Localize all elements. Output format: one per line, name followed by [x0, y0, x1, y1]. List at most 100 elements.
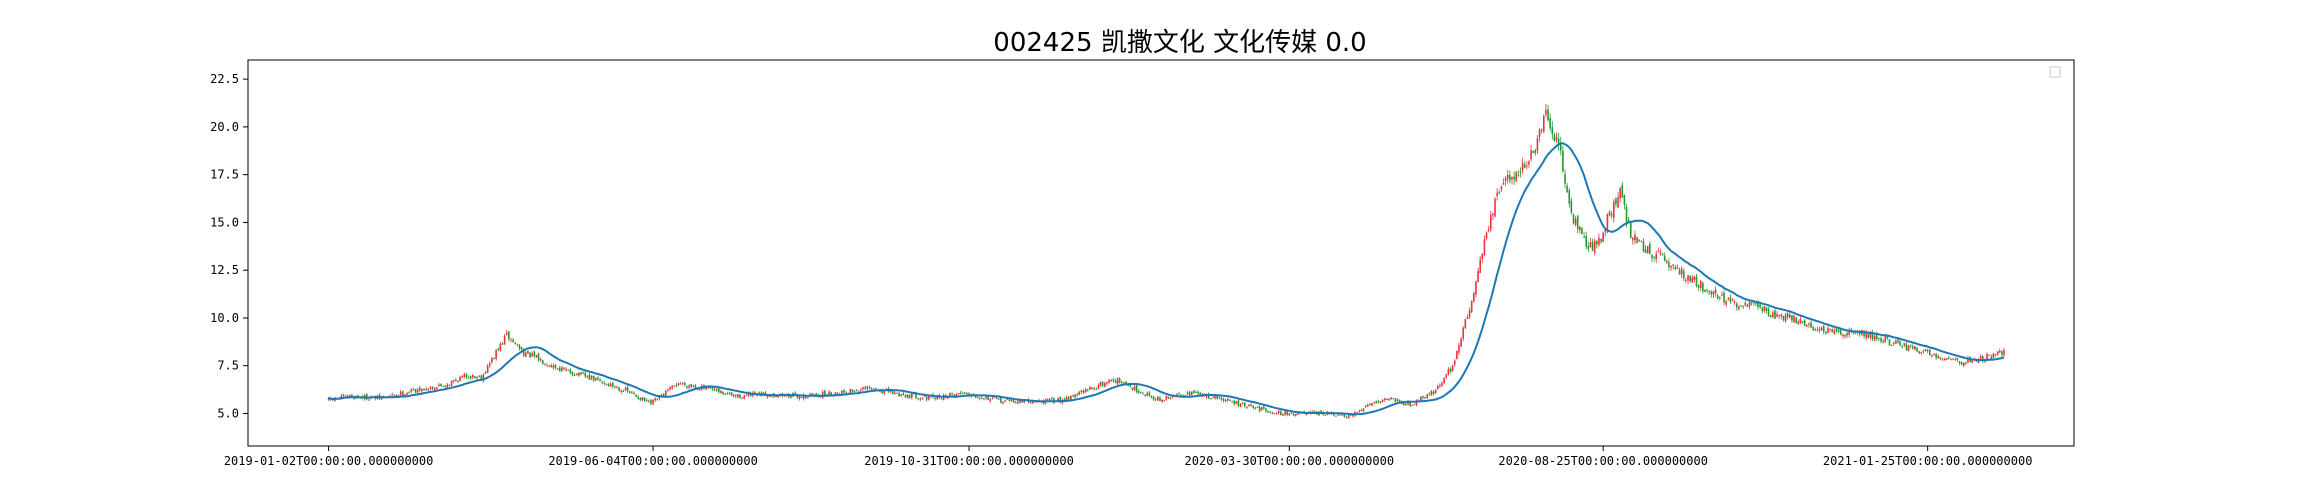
candle-body	[1014, 402, 1017, 404]
candle-body	[1914, 346, 1916, 350]
candle-body	[510, 338, 512, 340]
candle-body	[927, 395, 930, 400]
candle-body	[1827, 327, 1829, 334]
candle-body	[1029, 402, 1032, 404]
candle-body	[1394, 398, 1397, 402]
candle-body	[1224, 399, 1227, 402]
candle-body	[1672, 264, 1674, 266]
candle-body	[654, 398, 656, 401]
candle-body	[1884, 336, 1887, 342]
candle-body	[472, 374, 474, 378]
candle-body	[828, 391, 830, 395]
candle-body	[1233, 400, 1235, 405]
candle-body	[1576, 215, 1579, 230]
candle-body	[1165, 395, 1168, 400]
candle-body	[1163, 400, 1165, 402]
candle-body	[389, 395, 391, 397]
candle-body	[1901, 345, 1904, 347]
candle-body	[991, 397, 994, 399]
candle-body	[1288, 413, 1291, 416]
candle-body	[340, 395, 343, 399]
candle-body	[1740, 305, 1742, 307]
candle-body	[972, 393, 975, 395]
candle-body	[1494, 198, 1496, 217]
candle-body	[414, 389, 417, 393]
candle-body	[427, 388, 430, 390]
candle-body	[1994, 354, 1997, 356]
x-tick-label: 2021-01-25T00:00:00.000000000	[1823, 454, 2033, 468]
candle-body	[1986, 353, 1988, 360]
candle-body	[1729, 297, 1732, 302]
candle-body	[978, 397, 981, 399]
candle-body	[1979, 356, 1982, 359]
candle-body	[535, 355, 538, 358]
candle-body	[1903, 342, 1906, 346]
y-tick-label: 10.0	[210, 311, 239, 325]
candle-body	[595, 377, 597, 381]
candle-body	[1948, 357, 1950, 359]
candle-body	[1687, 275, 1689, 281]
candle-body	[1943, 358, 1946, 361]
candle-body	[1958, 361, 1961, 363]
candle-body	[1786, 313, 1789, 318]
candle-body	[1078, 391, 1081, 395]
candle-body	[1757, 301, 1759, 307]
candle-body	[1252, 406, 1255, 409]
candle-body	[1610, 213, 1613, 216]
candle-body	[673, 385, 676, 387]
candle-body	[480, 375, 483, 380]
candle-body	[1483, 239, 1486, 256]
y-tick-label: 20.0	[210, 120, 239, 134]
candle-body	[1292, 413, 1295, 416]
candle-body	[980, 397, 983, 399]
candle-body	[444, 385, 447, 387]
candle-body	[1680, 268, 1683, 275]
candle-body	[425, 388, 427, 390]
candle-body	[1517, 174, 1520, 176]
candle-body	[722, 391, 724, 394]
candle-body	[775, 395, 777, 397]
candle-body	[1084, 388, 1087, 393]
candle-body	[1935, 353, 1937, 358]
candle-body	[949, 392, 951, 397]
candle-body	[1341, 414, 1344, 416]
candle-body	[1814, 329, 1817, 331]
candle-body	[1430, 390, 1433, 395]
candle-body	[1988, 355, 1990, 357]
candle-body	[616, 387, 618, 389]
candle-body	[1765, 307, 1768, 311]
candle-body	[1612, 201, 1615, 218]
candle-body	[1004, 400, 1006, 403]
candle-body	[1829, 328, 1831, 330]
candle-body	[964, 392, 966, 394]
candle-body	[1617, 196, 1619, 208]
candle-body	[1642, 241, 1645, 252]
candle-body	[486, 365, 489, 373]
candle-body	[934, 397, 936, 399]
candle-body	[1725, 301, 1727, 305]
candle-body	[1436, 386, 1439, 390]
candle-body	[1167, 396, 1170, 399]
candle-body	[503, 335, 506, 345]
candle-body	[1812, 327, 1814, 330]
candle-body	[1381, 399, 1384, 402]
candle-body	[777, 396, 779, 398]
candle-body	[1108, 380, 1110, 384]
candle-body	[1180, 394, 1182, 397]
candle-body	[1689, 276, 1691, 282]
candle-body	[1867, 333, 1870, 338]
candle-body	[1146, 393, 1149, 396]
candles	[327, 103, 2005, 419]
candle-body	[491, 358, 493, 363]
candle-body	[1089, 387, 1091, 390]
candle-body	[348, 395, 351, 398]
candle-body	[1277, 410, 1280, 414]
candle-body	[1772, 312, 1774, 318]
candle-body	[1439, 385, 1441, 387]
candle-body	[1140, 391, 1142, 393]
candle-body	[1150, 396, 1153, 398]
candle-body	[1551, 127, 1554, 134]
candle-body	[724, 393, 726, 395]
candle-body	[1886, 335, 1889, 339]
candle-body	[1169, 398, 1172, 400]
